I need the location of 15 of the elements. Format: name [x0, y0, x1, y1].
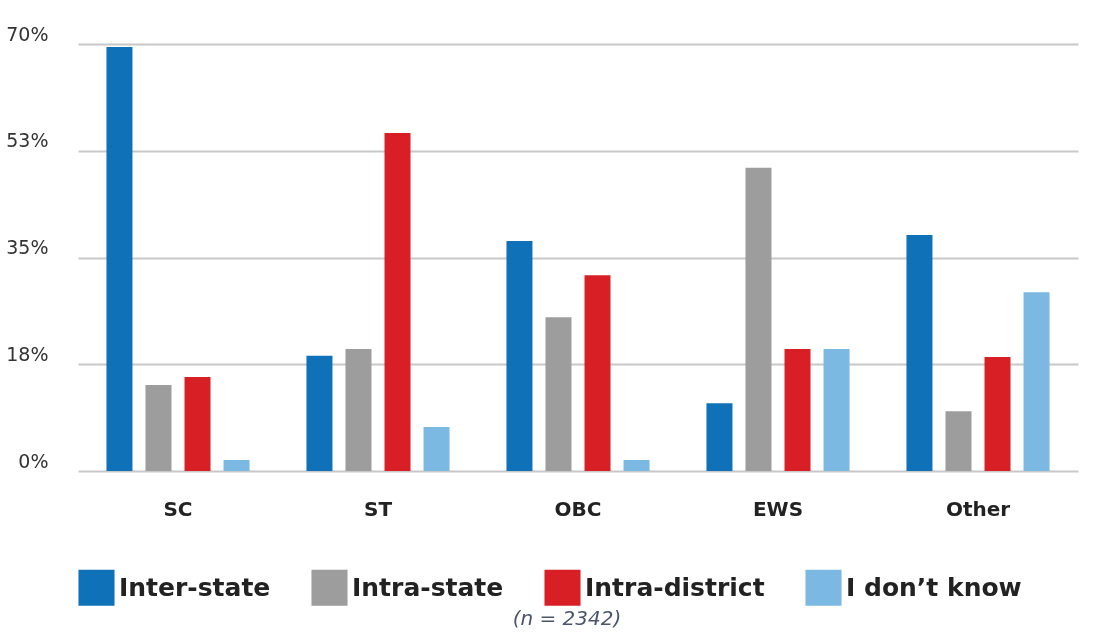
y-tick-label: 35% [6, 236, 49, 258]
x-tick-label: ST [363, 496, 393, 521]
legend-label: Intra-district [585, 572, 765, 602]
y-tick-label: 0% [18, 449, 49, 472]
y-tick-label: 53% [6, 129, 49, 152]
y-tick-label: 18% [6, 342, 49, 365]
legend-label: Intra-state [352, 572, 504, 602]
legend-label: Inter-state [119, 572, 271, 602]
legend-label: I don’t know [846, 572, 1022, 602]
x-tick-label: SC [163, 496, 193, 521]
x-tick-label: EWS [752, 496, 804, 521]
text: (n = 2342) [511, 606, 623, 630]
y-tick-label: 70% [6, 22, 49, 45]
x-tick-label: OBC [554, 496, 602, 521]
x-tick-label: Other [945, 496, 1011, 521]
